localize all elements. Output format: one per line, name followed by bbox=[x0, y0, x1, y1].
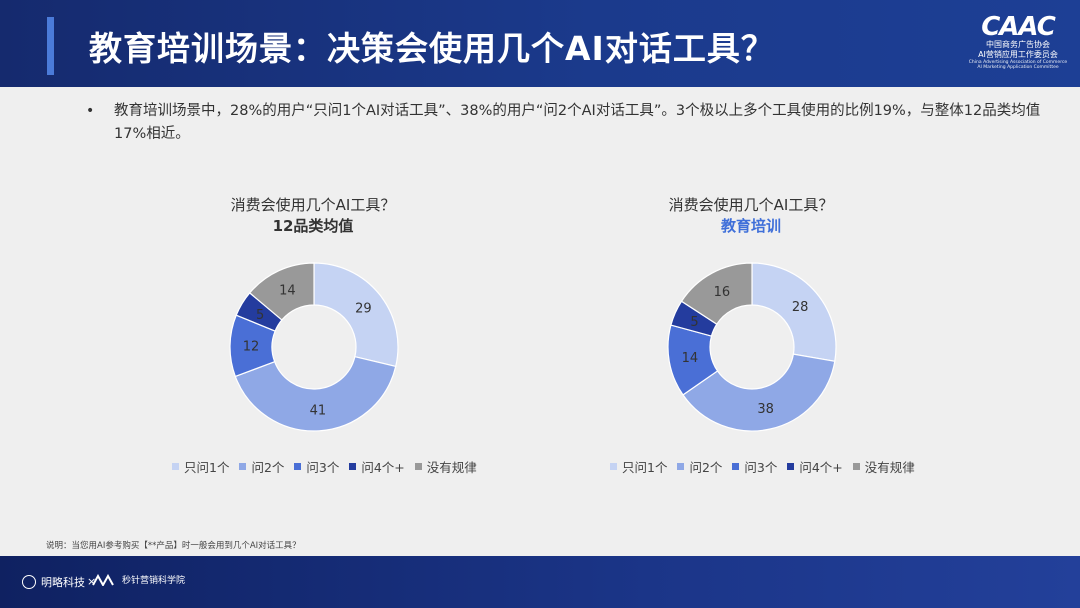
chart1-slice-ask-2 bbox=[234, 355, 397, 432]
legend-label: 问4个+ bbox=[361, 460, 405, 475]
legend-swatch bbox=[172, 463, 179, 470]
chart1-legend-item-ask-4-plus: 问4个+ bbox=[349, 457, 405, 476]
legend-label: 问3个 bbox=[306, 460, 340, 475]
chart2-legend-item-no-pattern: 没有规律 bbox=[852, 457, 915, 476]
legend-label: 问2个 bbox=[689, 460, 723, 475]
legend-label: 只问1个 bbox=[184, 460, 230, 475]
legend-label: 没有规律 bbox=[864, 460, 915, 475]
legend-swatch bbox=[414, 463, 422, 470]
brand-separator: × bbox=[87, 575, 97, 588]
summary-paragraph: • 教育培训场景中，28%的用户“只问1个AI对话工具”、38%的用户“问2个A… bbox=[86, 100, 1047, 146]
chart2-legend-item-ask-2: 问2个 bbox=[677, 457, 722, 476]
legend-swatch bbox=[787, 463, 795, 470]
logo-mark: CAAC bbox=[981, 12, 1056, 42]
legend-swatch bbox=[732, 463, 740, 470]
caac-logo: CAAC 中国商务广告协会 AI营销应用工作委员会 China Advertis… bbox=[968, 14, 1068, 76]
chart1-title-block: 消费会使用几个AI工具？ 12品类均值 bbox=[163, 195, 463, 237]
chart1-value-label-no-pattern: 14 bbox=[279, 283, 296, 298]
header-bar: 教育培训场景：决策会使用几个AI对话工具？ CAAC 中国商务广告协会 AI营销… bbox=[0, 0, 1080, 87]
page-title: 教育培训场景：决策会使用几个AI对话工具？ bbox=[89, 29, 775, 68]
logo-en-line1: China Advertising Association of Commerc… bbox=[968, 60, 1068, 65]
chart2-value-label-no-pattern: 16 bbox=[714, 285, 731, 300]
chart2-slice-ask-1 bbox=[751, 262, 837, 362]
chart2-donut: 28 38 14 5 16 bbox=[667, 262, 837, 432]
legend-label: 问4个+ bbox=[799, 460, 843, 475]
chart1-slice-ask-1 bbox=[313, 262, 399, 368]
chart2-slice-ask-2 bbox=[682, 353, 836, 432]
legend-swatch bbox=[852, 463, 860, 470]
chart1-legend-item-no-pattern: 没有规律 bbox=[414, 457, 477, 476]
chart2-slice-no-pattern bbox=[680, 262, 753, 325]
chart1-donut: 29 41 12 5 14 bbox=[229, 262, 399, 432]
logo-org-line2: AI营销应用工作委员会 bbox=[978, 50, 1058, 59]
legend-label: 只问1个 bbox=[622, 460, 668, 475]
chart1-value-label-ask-4-plus: 5 bbox=[256, 308, 264, 323]
chart2-value-label-ask-1: 28 bbox=[792, 300, 809, 315]
legend-swatch bbox=[349, 463, 357, 470]
footer-bar: 明略科技 × 秒针营销科学院 bbox=[0, 556, 1080, 608]
legend-label: 问3个 bbox=[744, 460, 778, 475]
chart2-title-block: 消费会使用几个AI工具？ 教育培训 bbox=[601, 195, 901, 237]
chart1-value-label-ask-2: 41 bbox=[310, 403, 327, 418]
brand-miaozhen: 秒针营销科学院 bbox=[92, 573, 185, 586]
survey-note: 说明：当您用AI参考购买【**产品】时一般会用到几个AI对话工具？ bbox=[46, 541, 301, 551]
summary-text: 教育培训场景中，28%的用户“只问1个AI对话工具”、38%的用户“问2个AI对… bbox=[114, 103, 1041, 142]
chart2-legend-item-ask-1: 只问1个 bbox=[610, 457, 667, 476]
chart2-value-label-ask-4-plus: 5 bbox=[690, 315, 698, 330]
brand-mininglamp: 明略科技 bbox=[22, 574, 85, 590]
legend-swatch bbox=[239, 463, 247, 470]
chart2-value-label-ask-3: 14 bbox=[682, 351, 699, 366]
mininglamp-logo-icon bbox=[22, 575, 36, 589]
legend-swatch bbox=[294, 463, 302, 470]
chart1-legend-item-ask-2: 问2个 bbox=[239, 457, 284, 476]
chart1-subtitle: 12品类均值 bbox=[272, 217, 354, 235]
brand1-label: 明略科技 bbox=[41, 576, 85, 589]
chart1-title: 消费会使用几个AI工具？ bbox=[230, 196, 396, 214]
legend-label: 没有规律 bbox=[426, 460, 477, 475]
chart1-value-label-ask-3: 12 bbox=[243, 340, 260, 355]
chart2-legend: 只问1个 问2个 问3个 问4个+ 没有规律 bbox=[610, 457, 925, 476]
brand2-label: 秒针营销科学院 bbox=[122, 576, 186, 586]
chart1-legend-item-ask-3: 问3个 bbox=[294, 457, 339, 476]
chart1-slice-no-pattern bbox=[248, 262, 315, 321]
chart2-value-label-ask-2: 38 bbox=[757, 402, 774, 417]
chart2-title: 消费会使用几个AI工具？ bbox=[668, 196, 834, 214]
logo-en-line2: AI Marketing Application Committee bbox=[977, 65, 1059, 70]
miaozhen-logo-icon bbox=[92, 573, 114, 586]
chart2-subtitle: 教育培训 bbox=[720, 217, 781, 235]
header-accent-bar bbox=[47, 17, 54, 75]
chart1-legend: 只问1个 问2个 问3个 问4个+ 没有规律 bbox=[172, 457, 487, 476]
legend-swatch bbox=[610, 463, 617, 470]
chart2-legend-item-ask-4-plus: 问4个+ bbox=[787, 457, 843, 476]
chart2-legend-item-ask-3: 问3个 bbox=[732, 457, 777, 476]
legend-label: 问2个 bbox=[251, 460, 285, 475]
chart1-value-label-ask-1: 29 bbox=[355, 301, 372, 316]
legend-swatch bbox=[677, 463, 685, 470]
bullet-point: • bbox=[86, 103, 95, 119]
chart1-legend-item-ask-1: 只问1个 bbox=[172, 457, 229, 476]
logo-org-line1: 中国商务广告协会 bbox=[986, 40, 1050, 49]
